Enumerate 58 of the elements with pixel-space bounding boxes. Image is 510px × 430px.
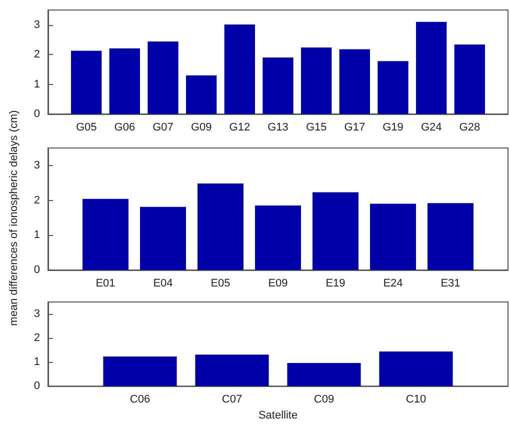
x-tick-label: G06	[114, 122, 136, 134]
y-tick-label: 3	[34, 159, 40, 172]
bar	[339, 49, 370, 114]
bar	[198, 184, 244, 270]
x-tick-label: G12	[229, 122, 250, 134]
x-tick-label: E04	[153, 278, 173, 290]
x-tick-label: G19	[382, 122, 404, 134]
bar	[195, 354, 269, 386]
bar	[148, 41, 178, 114]
bar	[416, 22, 447, 114]
x-tick-label: G07	[152, 122, 174, 134]
x-tick-label: G15	[306, 122, 327, 134]
x-tick-label: E01	[96, 278, 116, 290]
x-tick-label: G05	[76, 122, 97, 134]
x-tick-label: C06	[130, 394, 150, 406]
bar	[378, 61, 408, 114]
bar	[312, 192, 358, 270]
x-tick-label: E09	[268, 278, 288, 290]
x-tick-label: G28	[459, 122, 480, 134]
bar	[287, 363, 361, 386]
x-tick-label: C10	[406, 394, 426, 406]
bar	[140, 206, 186, 270]
bar	[301, 47, 332, 114]
x-tick-label: G09	[190, 122, 212, 134]
x-tick-label: C07	[222, 394, 242, 406]
y-axis-title: mean differences of ionospheric delays (cm)	[8, 110, 20, 326]
bar	[186, 75, 217, 114]
y-tick-label: 1	[34, 356, 40, 368]
bar	[262, 58, 294, 114]
y-tick-label: 0	[34, 380, 40, 392]
y-tick-label: 2	[34, 48, 40, 61]
bar	[224, 24, 255, 114]
y-tick-label: 0	[34, 264, 40, 276]
x-tick-label: C09	[314, 394, 334, 406]
y-tick-label: 3	[34, 18, 40, 31]
x-tick-label: G24	[420, 122, 442, 134]
bar	[428, 203, 474, 270]
y-tick-label: 1	[34, 229, 40, 242]
bar	[109, 48, 140, 114]
bar	[370, 204, 416, 270]
x-tick-label: G17	[344, 122, 366, 134]
y-tick-label: 0	[34, 108, 40, 120]
x-tick-label: E19	[326, 278, 346, 290]
bar	[71, 50, 102, 114]
bar	[82, 198, 128, 270]
bar	[103, 356, 177, 386]
y-tick-label: 2	[34, 194, 40, 206]
x-tick-label: E31	[440, 278, 460, 290]
y-tick-label: 1	[34, 78, 40, 90]
bar	[454, 44, 485, 114]
y-tick-label: 2	[34, 332, 40, 344]
y-tick-label: 3	[34, 308, 40, 320]
x-tick-label: E05	[210, 278, 230, 290]
x-tick-label: E24	[383, 278, 403, 290]
x-tick-label: G13	[268, 122, 288, 134]
bar	[379, 352, 453, 386]
x-axis-title: Satellite	[258, 410, 298, 422]
bar	[255, 206, 301, 270]
